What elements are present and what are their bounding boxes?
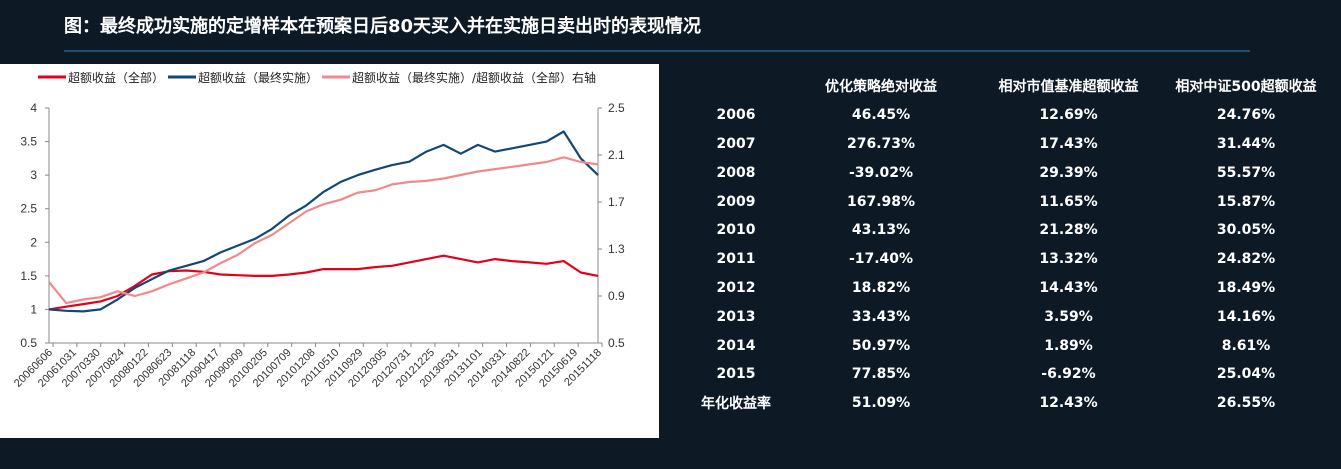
y2-tick-label: 1.7 — [608, 195, 625, 209]
row-label: 2011 — [716, 251, 756, 268]
row-label: 2012 — [716, 279, 756, 296]
series-line-1 — [48, 130, 599, 313]
y-tick-label: 3.5 — [20, 135, 37, 149]
excess-return-chart: 0.511.522.533.540.50.91.31.72.12.5200606… — [12, 70, 625, 390]
table-cell: 12.69% — [1039, 107, 1098, 124]
y-tick-label: 2 — [30, 235, 37, 249]
table-row: 2011 -17.40% 13.32% 24.82% — [686, 245, 1331, 274]
series-line-0 — [48, 254, 599, 311]
table-row: 2013 33.43% 3.59% 14.16% — [686, 302, 1331, 331]
table-cell: -17.40% — [848, 251, 914, 268]
row-label: 2010 — [716, 222, 756, 239]
table-cell: 8.61% — [1221, 337, 1271, 354]
table-cell: 3.59% — [1044, 308, 1093, 325]
table-cell: 55.57% — [1216, 164, 1276, 181]
table-cell: 77.85% — [851, 366, 911, 383]
y-tick-label: 1.5 — [20, 269, 37, 283]
table-row: 2006 46.45% 12.69% 24.76% — [686, 101, 1331, 130]
table-cell: 167.98% — [846, 193, 916, 210]
table-cell: 15.87% — [1216, 193, 1276, 210]
row-label: 2015 — [716, 366, 756, 383]
row-label: 2013 — [716, 308, 756, 325]
table-cell: 30.05% — [1216, 222, 1276, 239]
returns-table: 优化策略绝对收益 相对市值基准超额收益 相对中证500超额收益 2006 46.4… — [686, 72, 1331, 418]
table-cell: 18.82% — [851, 279, 911, 296]
table-row: 2009 167.98% 11.65% 15.87% — [686, 187, 1331, 216]
y-tick-label: 1 — [30, 302, 37, 316]
y-tick-label: 4 — [30, 101, 37, 115]
table-row: 2014 50.97% 1.89% 8.61% — [686, 331, 1331, 360]
table-cell: 25.04% — [1216, 366, 1276, 383]
table-cell: 14.16% — [1216, 308, 1276, 325]
y2-tick-label: 2.1 — [608, 148, 625, 162]
y2-tick-label: 0.5 — [608, 336, 625, 350]
header-cell: 相对中证500超额收益 — [1175, 79, 1317, 96]
y2-tick-label: 1.3 — [608, 242, 625, 256]
table-cell: 14.43% — [1039, 279, 1098, 296]
table-cell: 17.43% — [1039, 135, 1098, 152]
table-cell: 43.13% — [851, 222, 911, 239]
title-divider — [64, 50, 1250, 52]
table-row: 年化收益率 51.09% 12.43% 26.55% — [686, 389, 1331, 418]
table-cell: 46.45% — [851, 107, 911, 124]
header-cell: 相对市值基准超额收益 — [998, 79, 1139, 96]
row-label: 2014 — [716, 337, 756, 354]
row-label: 2007 — [716, 135, 756, 152]
table-cell: 18.49% — [1216, 279, 1276, 296]
legend-label-0: 超额收益（全部） — [68, 70, 164, 85]
table-cell: 1.89% — [1044, 337, 1093, 354]
table-header-row: 优化策略绝对收益 相对市值基准超额收益 相对中证500超额收益 — [686, 72, 1331, 101]
table-cell: 29.39% — [1039, 164, 1098, 181]
row-label: 年化收益率 — [701, 396, 771, 413]
table-cell: 13.32% — [1039, 251, 1098, 268]
chart-panel: 0.5 1 1.5 2 2.5 3 3.5 4 0.5 0.9 1.3 1.7 2.1 2.5 200606… — [0, 64, 659, 438]
table-row: 2010 43.13% 21.28% 30.05% — [686, 216, 1331, 245]
row-label: 2009 — [716, 193, 756, 210]
header-cell: 优化策略绝对收益 — [825, 79, 937, 96]
table-row: 2012 18.82% 14.43% 18.49% — [686, 274, 1331, 303]
table-cell: 276.73% — [846, 135, 916, 152]
table-cell: 33.43% — [851, 308, 911, 325]
table-row: 2007 276.73% 17.43% 31.44% — [686, 130, 1331, 159]
table-cell: 26.55% — [1216, 395, 1276, 412]
table-cell: 24.76% — [1216, 107, 1276, 124]
legend-label-1: 超额收益（最终实施） — [198, 70, 318, 85]
table-cell: 51.09% — [851, 395, 911, 412]
y-tick-label: 2.5 — [20, 202, 37, 216]
table-cell: 50.97% — [851, 337, 911, 354]
table-row: 2008 -39.02% 29.39% 55.57% — [686, 158, 1331, 187]
row-label: 2006 — [716, 107, 756, 124]
header-cell — [686, 72, 786, 101]
table-cell: 21.28% — [1039, 222, 1098, 239]
page-title: 图：最终成功实施的定增样本在预案日后80天买入并在实施日卖出时的表现情况 — [64, 16, 702, 37]
table-cell: 12.43% — [1039, 395, 1098, 412]
table-cell: 31.44% — [1216, 135, 1276, 152]
series-line-2 — [48, 156, 599, 305]
legend-label-2: 超额收益（最终实施）/超额收益（全部）右轴 — [352, 70, 596, 85]
table-cell: 24.82% — [1216, 251, 1276, 268]
table-row: 2015 77.85% -6.92% 25.04% — [686, 360, 1331, 389]
table-cell: -6.92% — [1041, 366, 1096, 383]
row-label: 2008 — [716, 164, 756, 181]
y2-tick-label: 0.9 — [608, 289, 625, 303]
y-tick-label: 0.5 — [20, 336, 37, 350]
table-cell: -39.02% — [848, 164, 914, 181]
table-cell: 11.65% — [1039, 193, 1098, 210]
y-tick-label: 3 — [30, 168, 37, 182]
y2-tick-label: 2.5 — [608, 101, 625, 115]
